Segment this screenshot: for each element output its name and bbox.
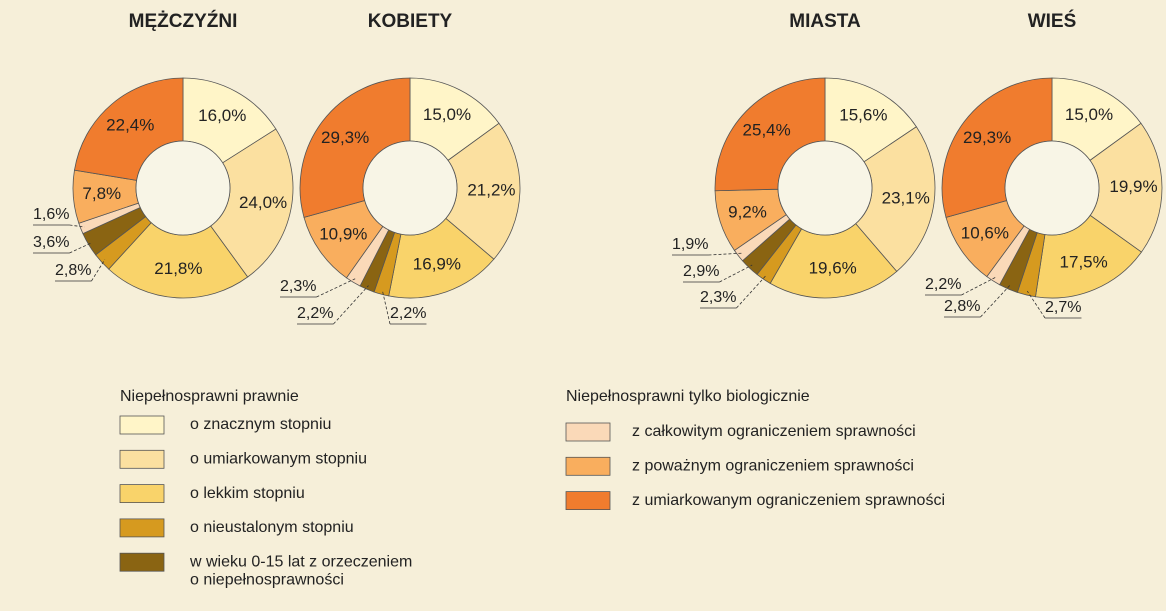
value-label: 22,4% — [106, 115, 154, 134]
leader-line — [736, 275, 766, 309]
legend-label: o umiarkowanym stopniu — [190, 451, 367, 468]
value-label: 16,9% — [413, 254, 461, 273]
legend-label: o nieustalonym stopniu — [190, 519, 354, 536]
value-label: 2,3% — [280, 278, 316, 295]
legend-label: z poważnym ograniczeniem sprawności — [632, 458, 914, 475]
value-label: 1,9% — [672, 236, 708, 253]
value-label: 24,0% — [239, 193, 287, 212]
leader-line — [708, 252, 742, 256]
legend-label: o lekkim stopniu — [190, 485, 305, 502]
legend-label: o znacznym stopniu — [190, 416, 331, 433]
value-label: 2,8% — [55, 262, 91, 279]
leader-line — [91, 259, 106, 282]
donut-hole — [362, 140, 458, 236]
leader-line — [69, 224, 85, 228]
value-label: 21,8% — [154, 259, 202, 278]
value-label: 9,2% — [728, 203, 767, 222]
leader-line — [333, 285, 369, 325]
value-label: 16,0% — [198, 106, 246, 125]
legend-swatch — [565, 422, 611, 442]
value-label: 19,9% — [1109, 177, 1157, 196]
leader-line — [1026, 290, 1046, 319]
chart-title: WIEŚ — [1028, 10, 1077, 32]
chart-title: KOBIETY — [368, 11, 453, 32]
leader-line — [381, 290, 391, 325]
value-label: 15,6% — [839, 106, 887, 125]
legend-label: z umiarkowanym ograniczeniem sprawności — [632, 492, 945, 509]
donut-hole — [135, 140, 231, 236]
value-label: 23,1% — [882, 188, 930, 207]
donut-hole — [1004, 140, 1100, 236]
leader-line — [316, 278, 356, 298]
legend-swatch — [119, 415, 165, 435]
value-label: 2,2% — [390, 305, 426, 322]
value-label: 2,9% — [683, 263, 719, 280]
value-label: 2,3% — [700, 289, 736, 306]
legend-swatch — [119, 484, 165, 504]
legend-swatch — [565, 456, 611, 476]
value-label: 2,8% — [944, 298, 980, 315]
legend-label: o niepełnosprawności — [190, 571, 344, 588]
value-label: 3,6% — [33, 234, 69, 251]
value-label: 15,0% — [423, 105, 471, 124]
value-label: 2,2% — [925, 276, 961, 293]
legend-swatch — [119, 552, 165, 572]
value-label: 2,7% — [1045, 299, 1081, 316]
donut-hole — [777, 140, 873, 236]
value-label: 21,2% — [467, 181, 515, 200]
legend-swatch — [119, 449, 165, 469]
legend-label: z całkowitym ograniczeniem sprawności — [632, 423, 916, 440]
leader-line — [961, 277, 996, 296]
chart-title: MĘŻCZYŹNI — [129, 10, 238, 32]
value-label: 7,8% — [82, 184, 121, 203]
legend-title: Niepełnosprawni prawnie — [120, 388, 299, 405]
value-label: 1,6% — [33, 206, 69, 223]
value-label: 19,6% — [809, 259, 857, 278]
chart-title: MIASTA — [789, 11, 861, 32]
value-label: 29,3% — [963, 128, 1011, 147]
value-label: 2,2% — [297, 305, 333, 322]
legend-swatch — [119, 518, 165, 538]
value-label: 29,3% — [321, 128, 369, 147]
leader-line — [69, 242, 93, 254]
legend-label: w wieku 0-15 lat z orzeczeniem — [189, 553, 412, 570]
legend-swatch — [565, 491, 611, 511]
value-label: 17,5% — [1060, 253, 1108, 272]
value-label: 10,9% — [319, 224, 367, 243]
legend-title: Niepełnosprawni tylko biologicznie — [566, 388, 810, 405]
leader-line — [980, 285, 1011, 318]
leader-line — [719, 264, 753, 283]
value-label: 10,6% — [961, 224, 1009, 243]
value-label: 15,0% — [1065, 105, 1113, 124]
value-label: 25,4% — [743, 121, 791, 140]
